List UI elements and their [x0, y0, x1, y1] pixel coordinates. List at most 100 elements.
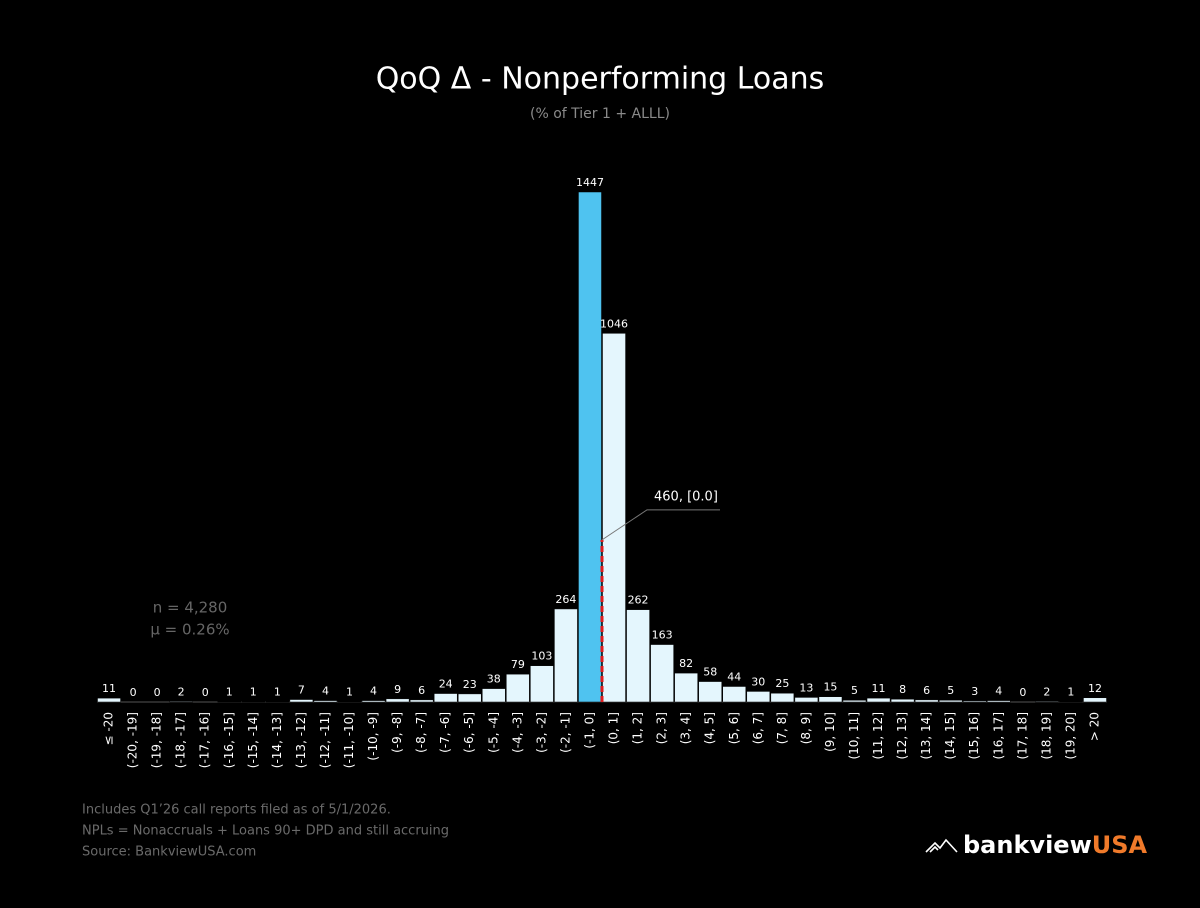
x-tick-label: (6, 7] [751, 712, 765, 744]
data-label: 163 [652, 629, 673, 642]
x-tick-label: (-13, -12] [294, 712, 308, 768]
bar [457, 693, 482, 703]
bar [1035, 701, 1059, 703]
bar [506, 673, 530, 703]
bar [794, 697, 819, 703]
bar [313, 700, 338, 703]
data-label: 4 [322, 685, 329, 698]
bar [554, 608, 578, 703]
data-label: 0 [202, 686, 209, 699]
data-label: 1 [274, 686, 281, 699]
chart-title: QoQ Δ - Nonperforming Loans [376, 62, 825, 97]
x-tick-label: (-17, -16] [198, 712, 212, 768]
bar [722, 686, 747, 703]
x-tick-label: (-4, -3] [510, 712, 524, 753]
data-label: 1447 [576, 176, 604, 189]
x-tick-label: ≤ -20 [102, 712, 116, 745]
data-label: 13 [799, 681, 813, 694]
bar [938, 699, 963, 703]
brand-name: bankviewUSA [963, 831, 1148, 859]
chart-subtitle: (% of Tier 1 + ALLL) [530, 106, 670, 122]
x-tick-label: (1, 2] [631, 712, 645, 744]
note: Includes Q1’26 call reports filed as of … [82, 803, 391, 818]
data-label: 2 [178, 685, 185, 698]
x-tick-label: (8, 9] [799, 712, 813, 744]
bar [530, 665, 554, 703]
data-label: 38 [487, 673, 501, 686]
bar [650, 644, 674, 703]
x-tick-label: (3, 4] [679, 712, 693, 744]
bar [914, 699, 939, 703]
data-label: 9 [394, 683, 401, 696]
x-tick-label: (-19, -18] [150, 712, 164, 768]
bar [1083, 697, 1107, 703]
x-tick-label: (-6, -5] [462, 712, 476, 753]
x-tick-label: > 20 [1087, 712, 1101, 741]
data-label: 0 [130, 686, 137, 699]
x-tick-label: (-12, -11] [318, 712, 332, 768]
x-tick-label: (-18, -17] [174, 712, 188, 768]
data-label: 6 [923, 684, 930, 697]
data-label: 103 [531, 650, 552, 663]
data-label: 24 [439, 678, 453, 691]
data-label: 1 [226, 686, 233, 699]
bar [890, 698, 915, 703]
x-tick-label: (18, 19] [1039, 712, 1053, 760]
brand-name: bankview [963, 831, 1092, 859]
stat: μ = 0.26% [150, 621, 229, 639]
bar [385, 698, 410, 703]
x-tick-label: (19, 20] [1063, 712, 1077, 760]
bar [578, 191, 602, 703]
data-label: 82 [679, 657, 693, 670]
data-label: 3 [971, 685, 978, 698]
x-tick-label: (-11, -10] [342, 712, 356, 768]
data-label: 262 [628, 594, 649, 607]
x-tick-label: (16, 17] [991, 712, 1005, 760]
data-label: 58 [703, 666, 717, 679]
data-label: 4 [370, 685, 377, 698]
x-tick-label: (-3, -2] [534, 712, 548, 753]
x-tick-label: (-16, -15] [222, 712, 236, 768]
bar [818, 696, 843, 703]
data-label: 23 [463, 678, 477, 691]
x-tick-label: (15, 16] [967, 712, 981, 760]
leader-line [601, 509, 720, 541]
x-tick-label: (12, 13] [895, 712, 909, 760]
data-label: 79 [511, 658, 525, 671]
data-label: 1046 [600, 317, 628, 330]
x-tick-label: (-14, -13] [270, 712, 284, 768]
x-tick-label: (-2, -1] [558, 712, 572, 753]
bar [97, 697, 121, 703]
bar [626, 609, 650, 703]
x-tick-label: (-1, 0] [582, 712, 596, 749]
data-label: 1 [1067, 686, 1074, 699]
bar [842, 699, 867, 703]
data-label: 2 [1043, 685, 1050, 698]
stat: n = 4,280 [153, 599, 228, 617]
x-tick-label: (-10, -9] [366, 712, 380, 761]
bar [674, 672, 698, 703]
data-label: 6 [418, 684, 425, 697]
note: NPLs = Nonaccruals + Loans 90+ DPD and s… [82, 824, 449, 839]
x-tick-label: (5, 6] [727, 712, 741, 744]
data-label: 0 [154, 686, 161, 699]
bar [433, 693, 458, 703]
bar [770, 692, 795, 703]
bar [482, 688, 506, 703]
note: Source: BankviewUSA.com [82, 845, 256, 860]
bar [746, 691, 771, 703]
x-tick-label: (-8, -7] [414, 712, 428, 753]
data-label: 5 [851, 684, 858, 697]
data-label: 1 [250, 686, 257, 699]
x-tick-label: (0, 1] [607, 712, 621, 744]
x-tick-label: (-9, -8] [390, 712, 404, 753]
x-tick-label: (11, 12] [871, 712, 885, 760]
x-tick-label: (9, 10] [823, 712, 837, 752]
brand-suffix: USA [1092, 831, 1148, 859]
bar [169, 701, 193, 703]
x-tick-label: (-15, -14] [246, 712, 260, 768]
data-label: 8 [899, 683, 906, 696]
x-tick-label: (4, 5] [703, 712, 717, 744]
